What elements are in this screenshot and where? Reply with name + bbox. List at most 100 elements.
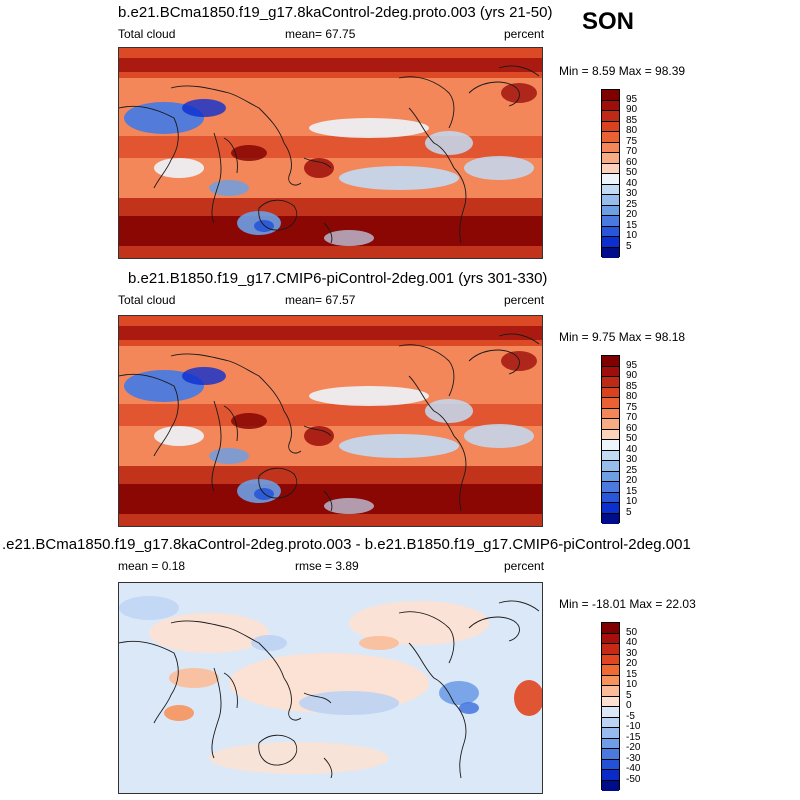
colorbar-label: 25 xyxy=(626,464,638,476)
colorbar-segment xyxy=(602,759,619,770)
coastline xyxy=(498,333,540,345)
field-blob xyxy=(251,635,287,651)
colorbar-segment xyxy=(602,728,619,739)
panel-1-minmax: Min = 8.59 Max = 98.39 xyxy=(559,64,686,78)
coastline xyxy=(303,157,332,169)
colorbar-label: 10 xyxy=(626,496,638,507)
panel-3-rmse: rmse = 3.89 xyxy=(295,559,359,573)
coastline xyxy=(258,199,298,231)
colorbar-segment xyxy=(602,686,619,697)
colorbar-segment xyxy=(602,749,619,760)
panel-3-map xyxy=(118,582,543,794)
field-blob xyxy=(209,180,249,196)
coastline xyxy=(119,640,179,724)
panel-2-colorbar xyxy=(601,355,620,524)
coastline xyxy=(119,105,179,189)
colorbar-segment xyxy=(602,780,619,791)
colorbar-segment xyxy=(602,770,619,781)
colorbar-segment xyxy=(602,482,619,493)
coastline xyxy=(303,425,332,437)
season-label: SON xyxy=(582,8,635,35)
field-blob xyxy=(182,99,226,117)
field-blob xyxy=(339,166,459,190)
coastline xyxy=(170,353,285,412)
colorbar-segment xyxy=(602,387,619,398)
colorbar-label: 80 xyxy=(626,391,638,402)
colorbar-label: 15 xyxy=(626,219,638,231)
colorbar-segment xyxy=(602,153,619,164)
field-blob xyxy=(182,367,226,385)
coastline xyxy=(283,142,302,186)
coastline xyxy=(498,65,540,77)
colorbar-label: 10 xyxy=(626,679,638,690)
panel-1-map-svg xyxy=(119,48,542,258)
field-blob xyxy=(464,424,534,448)
colorbar-segment xyxy=(602,654,619,665)
colorbar-label: 5 xyxy=(626,506,632,518)
field-band xyxy=(119,404,542,426)
colorbar-segment xyxy=(602,471,619,482)
colorbar-segment xyxy=(602,111,619,122)
field-blob xyxy=(231,413,267,429)
colorbar-label: 30 xyxy=(626,188,638,199)
colorbar-segment xyxy=(602,675,619,686)
coastline xyxy=(468,616,520,642)
colorbar-segment xyxy=(602,429,619,440)
coastline xyxy=(170,85,285,144)
colorbar-label: 85 xyxy=(626,380,638,392)
panel-2-minmax: Min = 9.75 Max = 98.18 xyxy=(559,330,686,344)
colorbar-label: 80 xyxy=(626,125,638,136)
field-blob xyxy=(324,498,374,514)
coastline xyxy=(323,757,333,779)
panel-2-left-label: Total cloud xyxy=(118,293,176,307)
coastline xyxy=(453,435,467,512)
coastline xyxy=(453,167,467,244)
field-blob xyxy=(154,426,204,446)
coastline xyxy=(498,600,540,612)
coastline xyxy=(398,76,455,129)
colorbar-label: 50 xyxy=(626,167,638,178)
field-blob xyxy=(439,681,479,705)
panel-1-units: percent xyxy=(504,27,545,41)
panel-2-map-svg xyxy=(119,316,542,526)
colorbar-label: 90 xyxy=(626,370,638,381)
coastline xyxy=(211,400,222,492)
field-blob xyxy=(231,145,267,161)
colorbar-label: 60 xyxy=(626,156,638,168)
field-blob xyxy=(299,691,399,715)
colorbar-segment xyxy=(602,174,619,185)
colorbar-segment xyxy=(602,142,619,153)
colorbar-segment xyxy=(602,132,619,143)
colorbar-segment xyxy=(602,356,619,367)
coastline xyxy=(223,137,238,174)
panel-3-colorbar xyxy=(601,622,620,791)
field-blob xyxy=(164,705,194,721)
colorbar-label: -30 xyxy=(626,752,641,764)
field-band xyxy=(119,58,542,72)
coastline xyxy=(398,611,455,664)
colorbar-label: 0 xyxy=(626,700,632,711)
panel-3-units: percent xyxy=(504,559,545,573)
field-blob xyxy=(154,158,204,178)
colorbar-label: 25 xyxy=(626,198,638,210)
field-blob xyxy=(324,230,374,246)
colorbar-label: 85 xyxy=(626,114,638,126)
field-blob xyxy=(349,601,489,645)
colorbar-label: 60 xyxy=(626,422,638,434)
field-blob xyxy=(309,118,429,138)
field-blob xyxy=(304,158,334,178)
coastline xyxy=(223,405,238,442)
colorbar-label: 50 xyxy=(626,626,638,638)
field-blob xyxy=(149,613,269,653)
panel-1-mean: mean= 67.75 xyxy=(285,27,356,41)
colorbar-label: 75 xyxy=(626,401,638,413)
coastline xyxy=(211,667,222,759)
colorbar-label: 20 xyxy=(626,209,638,220)
panel-3-map-svg xyxy=(119,583,542,793)
colorbar-segment xyxy=(602,184,619,195)
colorbar-label: 95 xyxy=(626,359,638,371)
colorbar-label: 30 xyxy=(626,647,638,659)
colorbar-segment xyxy=(602,707,619,718)
field-band xyxy=(119,326,542,340)
coastline xyxy=(323,222,333,244)
